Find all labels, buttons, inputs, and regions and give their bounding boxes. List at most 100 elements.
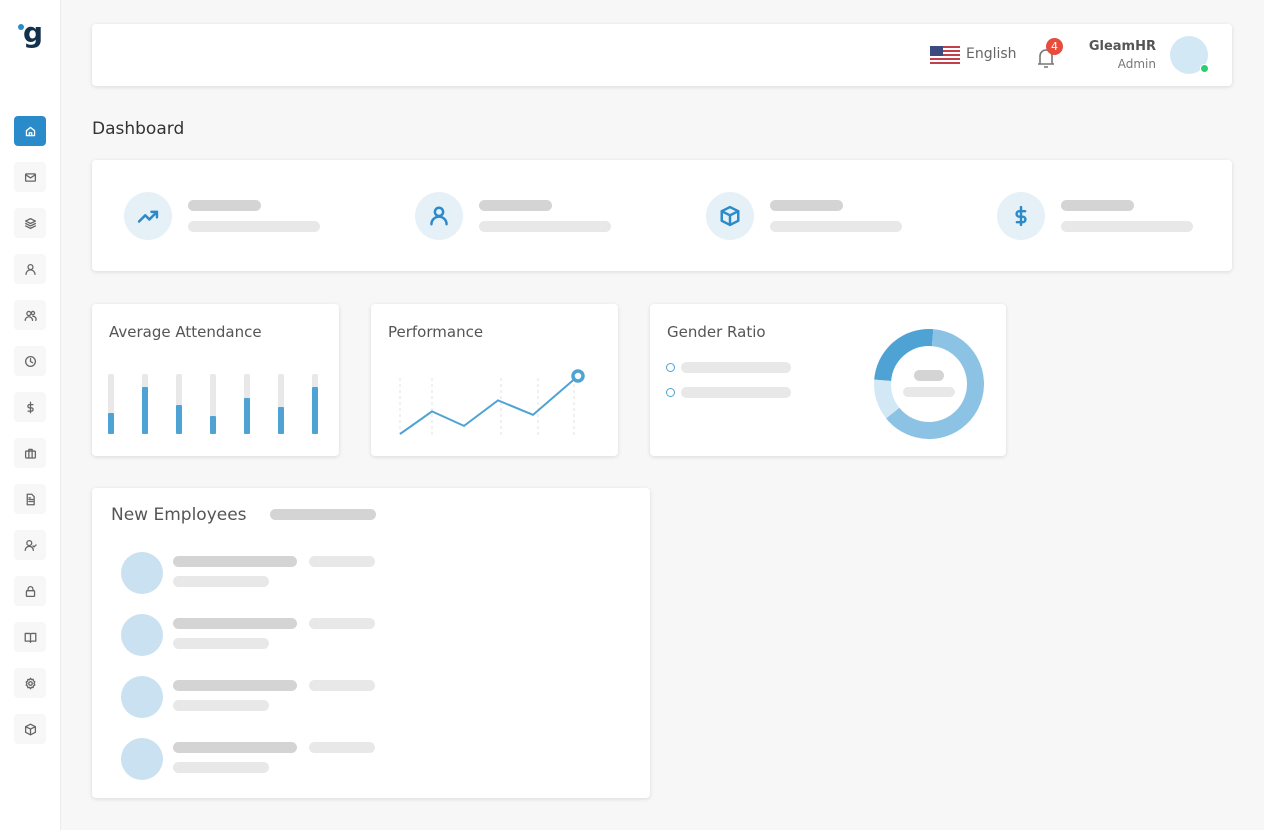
user-check-icon bbox=[24, 539, 37, 551]
title-placeholder bbox=[270, 509, 376, 520]
language-selector[interactable]: English bbox=[966, 46, 1017, 62]
sidebar-item-gear[interactable] bbox=[14, 668, 46, 698]
stat-icon-circle bbox=[997, 192, 1045, 240]
performance-point bbox=[571, 369, 585, 383]
lock-icon bbox=[25, 585, 35, 597]
employee-avatar bbox=[121, 614, 163, 656]
stats-card bbox=[92, 160, 1232, 271]
stat-icon-circle bbox=[124, 192, 172, 240]
stat-label-placeholder bbox=[188, 221, 320, 232]
attendance-bar-fill bbox=[312, 387, 318, 434]
trending-up-icon bbox=[137, 210, 159, 223]
employee-role-placeholder bbox=[173, 638, 269, 649]
sidebar-item-document[interactable] bbox=[14, 484, 46, 514]
employee-date-placeholder bbox=[309, 680, 375, 691]
employee-role-placeholder bbox=[173, 762, 269, 773]
user-avatar[interactable] bbox=[1170, 36, 1209, 74]
sidebar-item-lock[interactable] bbox=[14, 576, 46, 606]
attendance-bar bbox=[244, 374, 250, 434]
stat-icon-circle bbox=[706, 192, 754, 240]
employee-date-placeholder bbox=[309, 556, 375, 567]
home-icon bbox=[25, 126, 35, 136]
sidebar-item-layers[interactable] bbox=[14, 208, 46, 238]
performance-card: Performance bbox=[371, 304, 618, 456]
box-icon bbox=[720, 205, 740, 227]
us-flag-icon bbox=[930, 46, 960, 64]
stat-label-placeholder bbox=[479, 221, 611, 232]
stat-value-placeholder bbox=[770, 200, 843, 211]
layers-icon bbox=[24, 217, 36, 229]
attendance-bar-fill bbox=[142, 387, 148, 434]
logo[interactable]: g bbox=[18, 16, 46, 58]
sidebar: g bbox=[0, 0, 61, 830]
new-employees-card: New Employees bbox=[92, 488, 650, 798]
stat-label-placeholder bbox=[1061, 221, 1193, 232]
sidebar-item-user-check[interactable] bbox=[14, 530, 46, 560]
donut-label-placeholder bbox=[903, 387, 955, 397]
employee-avatar bbox=[121, 738, 163, 780]
users-icon bbox=[24, 310, 37, 321]
notifications-button[interactable]: 4 bbox=[1034, 38, 1063, 70]
online-status-dot bbox=[1200, 64, 1209, 73]
user-role: Admin bbox=[1117, 57, 1156, 71]
stat-value-placeholder bbox=[479, 200, 552, 211]
legend-placeholder bbox=[681, 362, 791, 373]
sidebar-item-users[interactable] bbox=[14, 300, 46, 330]
stat-value-placeholder bbox=[188, 200, 261, 211]
sidebar-item-user[interactable] bbox=[14, 254, 46, 284]
donut-value-placeholder bbox=[914, 370, 944, 381]
employee-avatar bbox=[121, 552, 163, 594]
employee-avatar bbox=[121, 676, 163, 718]
employee-role-placeholder bbox=[173, 576, 269, 587]
sidebar-item-home[interactable] bbox=[14, 116, 46, 146]
attendance-bar bbox=[176, 374, 182, 434]
gender-donut-chart bbox=[874, 329, 984, 439]
document-icon bbox=[26, 493, 35, 505]
legend-marker bbox=[666, 363, 675, 372]
employee-name-placeholder bbox=[173, 556, 297, 567]
employee-list-item[interactable] bbox=[92, 552, 650, 594]
employee-name-placeholder bbox=[173, 742, 297, 753]
stat-icon-circle bbox=[415, 192, 463, 240]
sidebar-item-box[interactable] bbox=[14, 714, 46, 744]
briefcase-icon bbox=[24, 448, 36, 459]
attendance-bar bbox=[278, 374, 284, 434]
gear-icon bbox=[25, 677, 35, 689]
mail-icon bbox=[24, 172, 36, 182]
dollar-icon bbox=[1015, 205, 1027, 227]
performance-line bbox=[399, 375, 579, 435]
employee-name-placeholder bbox=[173, 618, 297, 629]
legend-placeholder bbox=[681, 387, 791, 398]
attendance-bar-fill bbox=[108, 413, 114, 434]
donut-segment bbox=[874, 329, 934, 382]
stat-value-placeholder bbox=[1061, 200, 1134, 211]
user-name: GleamHR bbox=[1088, 39, 1156, 54]
sidebar-item-clock[interactable] bbox=[14, 346, 46, 376]
donut-segment bbox=[886, 329, 984, 439]
stat-label-placeholder bbox=[770, 221, 902, 232]
box-icon bbox=[24, 723, 36, 735]
notification-badge: 4 bbox=[1046, 38, 1063, 55]
employee-list-item[interactable] bbox=[92, 614, 650, 656]
attendance-bar bbox=[108, 374, 114, 434]
card-title: New Employees bbox=[111, 505, 247, 525]
clock-icon bbox=[24, 355, 36, 367]
employee-list-item[interactable] bbox=[92, 738, 650, 780]
sidebar-item-book[interactable] bbox=[14, 622, 46, 652]
card-title: Performance bbox=[388, 323, 484, 341]
average-attendance-card: Average Attendance bbox=[92, 304, 339, 456]
card-title: Average Attendance bbox=[109, 323, 262, 341]
legend-marker bbox=[666, 388, 675, 397]
attendance-bar bbox=[210, 374, 216, 434]
sidebar-item-briefcase[interactable] bbox=[14, 438, 46, 468]
attendance-bar bbox=[312, 374, 318, 434]
user-icon bbox=[430, 206, 448, 226]
user-icon bbox=[24, 263, 36, 275]
employee-date-placeholder bbox=[309, 618, 375, 629]
sidebar-item-mail[interactable] bbox=[14, 162, 46, 192]
employee-list-item[interactable] bbox=[92, 676, 650, 718]
donut-segment bbox=[874, 379, 900, 419]
page-title: Dashboard bbox=[92, 119, 185, 139]
attendance-bar-fill bbox=[244, 398, 250, 434]
sidebar-item-dollar[interactable] bbox=[14, 392, 46, 422]
